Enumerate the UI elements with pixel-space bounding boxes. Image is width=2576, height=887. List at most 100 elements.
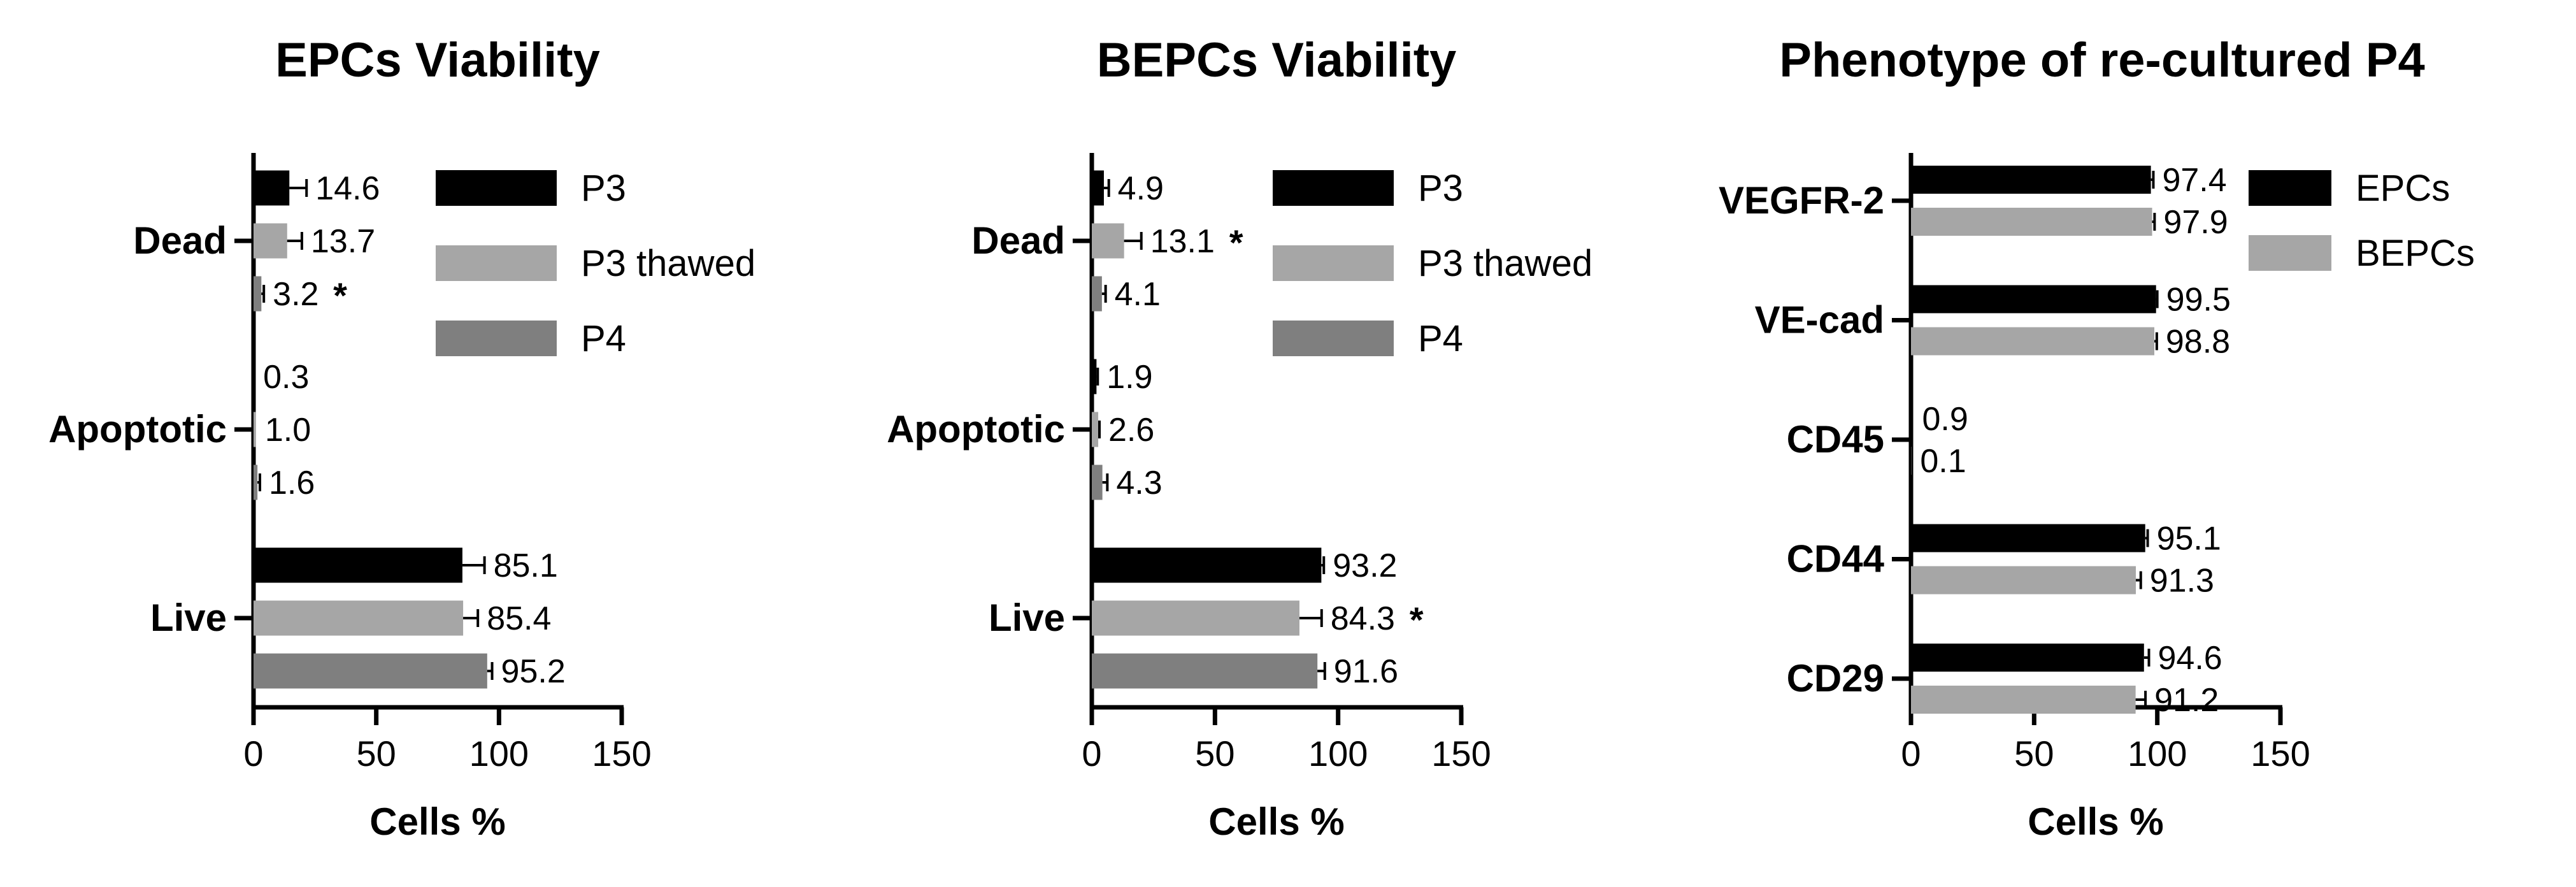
significance-marker: * <box>1410 600 1424 640</box>
legend-swatch <box>1273 321 1394 356</box>
y-category-label: Dead <box>971 219 1065 262</box>
x-axis-title: Cells % <box>2028 800 2163 843</box>
x-tick-label: 150 <box>2250 733 2310 774</box>
data-label: 97.4 <box>2162 162 2226 199</box>
data-label: 3.2 <box>273 276 318 313</box>
data-label: 4.9 <box>1118 170 1164 207</box>
legend-label: BEPCs <box>2356 233 2475 274</box>
bar-p3 <box>1092 359 1097 394</box>
data-label: 97.9 <box>2163 204 2228 241</box>
x-tick-label: 150 <box>1431 733 1491 774</box>
legend: P3 P3 thawed P4 <box>1273 168 1592 359</box>
bar-bepcs <box>1911 208 2152 236</box>
x-tick-label: 0 <box>1901 733 1921 774</box>
y-category-label: Live <box>989 596 1065 639</box>
y-category-label: Dead <box>133 219 227 262</box>
legend: P3 P3 thawed P4 <box>436 168 755 359</box>
chart-1: EPCs Viability 0 50 100 150 Cells % Dead 14.6 13… <box>48 33 755 843</box>
data-label: 91.3 <box>2150 563 2214 600</box>
bar-p3 <box>254 170 290 206</box>
x-axis-title: Cells % <box>369 800 505 843</box>
legend-label: EPCs <box>2356 168 2450 209</box>
bar-bepcs <box>1911 566 2136 595</box>
legend-label: P4 <box>1418 318 1463 359</box>
legend-label: P3 <box>581 168 626 209</box>
y-category-label: Live <box>150 596 227 639</box>
data-label: 98.8 <box>2166 324 2230 361</box>
data-label: 85.4 <box>487 600 551 637</box>
y-category-label: Apoptotic <box>48 408 227 451</box>
y-category-label: VEGFR-2 <box>1719 179 1884 222</box>
bar-p3-thawed <box>254 223 287 259</box>
bar-p3-thawed <box>254 600 464 636</box>
x-tick-label: 0 <box>243 733 263 774</box>
chart-title: BEPCs Viability <box>1097 33 1457 87</box>
data-label: 0.3 <box>263 359 309 396</box>
data-label: 2.6 <box>1108 412 1154 449</box>
x-tick-label: 50 <box>357 733 396 774</box>
legend-label: P4 <box>581 318 626 359</box>
data-label: 95.1 <box>2157 521 2221 558</box>
bar-p4 <box>1092 653 1318 689</box>
y-category-label: Apoptotic <box>887 408 1065 451</box>
data-label: 1.9 <box>1106 359 1152 396</box>
data-label: 1.6 <box>269 465 315 501</box>
bar-epcs <box>1911 405 1914 433</box>
x-tick-label: 0 <box>1082 733 1101 774</box>
significance-marker: * <box>1229 222 1243 263</box>
data-label: 14.6 <box>315 170 380 207</box>
bar-epcs <box>1911 285 2156 314</box>
bar-p4 <box>254 653 487 689</box>
x-tick-label: 50 <box>1195 733 1234 774</box>
data-label: 1.0 <box>265 412 311 449</box>
bar-epcs <box>1911 166 2151 194</box>
bar-p3 <box>1092 547 1322 583</box>
bar-p4 <box>1092 465 1103 500</box>
legend-swatch <box>1273 170 1394 206</box>
significance-marker: * <box>333 275 347 315</box>
data-label: 84.3 <box>1331 600 1395 637</box>
legend-swatch <box>436 321 557 356</box>
legend-label: P3 <box>1418 168 1463 209</box>
data-label: 13.7 <box>311 223 375 260</box>
x-tick-label: 100 <box>2128 733 2187 774</box>
data-label: 4.3 <box>1116 465 1162 501</box>
bar-bepcs <box>1911 686 2136 714</box>
y-category-label: CD45 <box>1787 418 1884 461</box>
data-label: 91.2 <box>2154 682 2219 719</box>
x-tick-label: 100 <box>469 733 529 774</box>
data-label: 91.6 <box>1334 653 1398 690</box>
chart-2: BEPCs Viability 0 50 100 150 Cells % Dead 4.9 13… <box>887 33 1592 843</box>
legend-swatch <box>436 170 557 206</box>
legend-swatch <box>2249 170 2331 206</box>
data-label: 0.1 <box>1920 443 1966 480</box>
y-category-label: CD44 <box>1787 538 1885 581</box>
bar-epcs <box>1911 644 2144 672</box>
x-tick-label: 50 <box>2014 733 2054 774</box>
chart-title: Phenotype of re-cultured P4 <box>1779 33 2425 87</box>
data-label: 4.1 <box>1115 276 1161 313</box>
legend-label: P3 thawed <box>581 243 755 284</box>
chart-3: Phenotype of re-cultured P4 0 50 100 150 Cell… <box>1719 33 2475 843</box>
data-label: 99.5 <box>2166 282 2231 319</box>
bar-bepcs <box>1911 327 2155 356</box>
x-tick-label: 100 <box>1308 733 1368 774</box>
bar-p3 <box>254 547 462 583</box>
y-category-label: VE-cad <box>1755 299 1884 342</box>
bar-p4 <box>1092 276 1102 312</box>
bar-p3-thawed <box>1092 412 1099 447</box>
x-tick-label: 150 <box>592 733 651 774</box>
bar-p3-thawed <box>254 412 256 447</box>
data-label: 95.2 <box>501 653 566 690</box>
x-axis-title: Cells % <box>1208 800 1344 843</box>
legend-label: P3 thawed <box>1418 243 1592 284</box>
bar-p4 <box>254 465 258 500</box>
data-label: 13.1 <box>1150 223 1215 260</box>
legend-swatch <box>2249 235 2331 271</box>
bar-p4 <box>254 276 262 312</box>
data-label: 93.2 <box>1333 547 1397 584</box>
chart-title: EPCs Viability <box>275 33 600 87</box>
data-label: 94.6 <box>2158 640 2222 677</box>
y-category-label: CD29 <box>1787 657 1884 700</box>
